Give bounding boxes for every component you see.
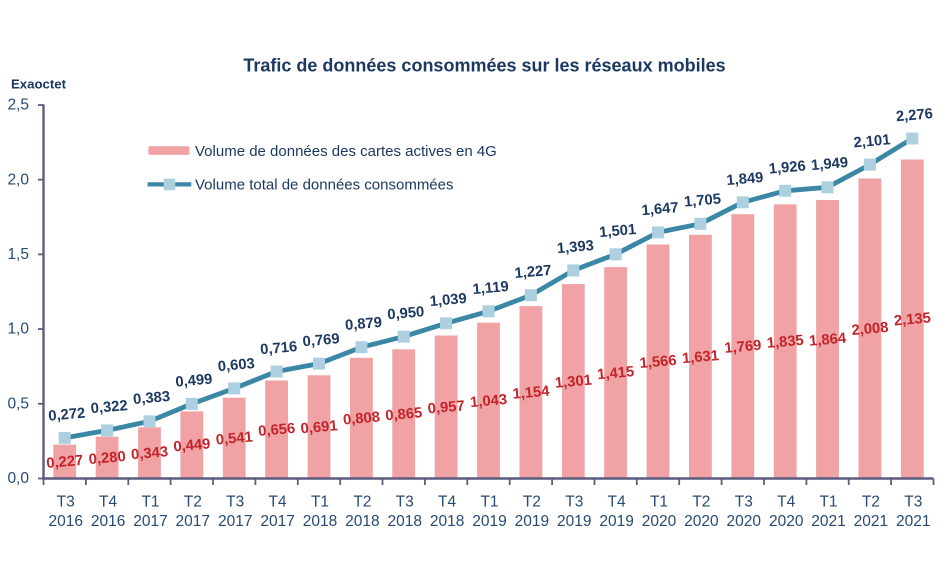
svg-text:2017: 2017: [218, 513, 252, 530]
svg-text:2019: 2019: [557, 513, 591, 530]
svg-text:1,043: 1,043: [470, 392, 508, 411]
svg-text:2016: 2016: [91, 513, 125, 530]
svg-text:2017: 2017: [176, 513, 210, 530]
svg-text:0,0: 0,0: [7, 470, 29, 487]
svg-text:T4: T4: [269, 494, 287, 511]
svg-text:1,154: 1,154: [512, 384, 551, 403]
svg-text:2018: 2018: [387, 513, 421, 530]
svg-text:2021: 2021: [896, 513, 930, 530]
svg-text:T4: T4: [608, 494, 626, 511]
svg-text:T3: T3: [396, 494, 414, 511]
svg-text:0,541: 0,541: [215, 429, 253, 448]
svg-text:T4: T4: [438, 494, 456, 511]
svg-text:2018: 2018: [303, 513, 337, 530]
svg-text:T1: T1: [819, 494, 837, 511]
svg-text:0,950: 0,950: [387, 304, 425, 323]
svg-text:0,716: 0,716: [260, 339, 298, 358]
svg-text:1,119: 1,119: [472, 279, 509, 298]
svg-text:Trafic de données consommées s: Trafic de données consommées sur les rés…: [243, 56, 725, 76]
svg-text:1,835: 1,835: [766, 333, 804, 352]
svg-text:1,0: 1,0: [7, 321, 29, 338]
svg-text:2020: 2020: [642, 513, 677, 530]
svg-text:0,227: 0,227: [46, 453, 84, 472]
svg-text:2016: 2016: [48, 513, 82, 530]
svg-text:Volume de données des cartes a: Volume de données des cartes actives en …: [195, 143, 497, 160]
svg-text:0,280: 0,280: [88, 449, 126, 468]
svg-text:2019: 2019: [599, 513, 633, 530]
svg-text:2,101: 2,101: [853, 132, 891, 151]
svg-text:2021: 2021: [854, 513, 888, 530]
svg-text:T2: T2: [184, 494, 202, 511]
svg-text:1,631: 1,631: [681, 348, 719, 367]
svg-text:1,926: 1,926: [768, 158, 806, 177]
svg-text:T3: T3: [226, 494, 244, 511]
svg-text:T1: T1: [311, 494, 329, 511]
svg-text:Exaoctet: Exaoctet: [11, 77, 67, 92]
svg-text:T2: T2: [862, 494, 880, 511]
svg-text:T4: T4: [777, 494, 795, 511]
svg-text:T1: T1: [141, 494, 159, 511]
svg-text:Volume total de données consom: Volume total de données consommées: [195, 177, 454, 194]
svg-text:0,769: 0,769: [302, 331, 340, 350]
svg-text:0,603: 0,603: [217, 356, 255, 375]
svg-text:0,865: 0,865: [385, 405, 423, 424]
svg-text:1,769: 1,769: [724, 338, 762, 357]
svg-text:2018: 2018: [345, 513, 379, 530]
svg-text:1,949: 1,949: [811, 155, 849, 174]
svg-text:T1: T1: [480, 494, 498, 511]
svg-text:T1: T1: [650, 494, 668, 511]
svg-text:T3: T3: [904, 494, 922, 511]
svg-text:T2: T2: [353, 494, 371, 511]
svg-text:0,5: 0,5: [7, 395, 29, 412]
svg-text:1,393: 1,393: [556, 238, 594, 257]
svg-text:2020: 2020: [727, 513, 762, 530]
svg-text:2,008: 2,008: [851, 320, 889, 339]
svg-text:T3: T3: [735, 494, 753, 511]
svg-text:1,039: 1,039: [429, 291, 467, 310]
svg-text:0,383: 0,383: [133, 389, 171, 408]
svg-text:T3: T3: [565, 494, 583, 511]
svg-text:2019: 2019: [472, 513, 506, 530]
svg-text:0,449: 0,449: [173, 436, 211, 455]
svg-text:2,276: 2,276: [895, 106, 933, 125]
svg-text:1,301: 1,301: [554, 373, 592, 392]
svg-text:2017: 2017: [133, 513, 167, 530]
svg-text:0,691: 0,691: [300, 418, 338, 437]
svg-text:1,647: 1,647: [641, 200, 679, 219]
svg-text:1,415: 1,415: [597, 364, 635, 383]
svg-text:2020: 2020: [769, 513, 804, 530]
svg-text:1,501: 1,501: [599, 222, 637, 241]
svg-text:0,343: 0,343: [131, 444, 169, 463]
svg-text:0,656: 0,656: [258, 421, 296, 440]
svg-text:0,879: 0,879: [344, 315, 382, 334]
svg-text:2,0: 2,0: [7, 171, 29, 188]
svg-text:2018: 2018: [430, 513, 464, 530]
svg-text:1,227: 1,227: [514, 263, 552, 282]
svg-text:T2: T2: [523, 494, 541, 511]
svg-text:T3: T3: [57, 494, 75, 511]
svg-text:T2: T2: [692, 494, 710, 511]
svg-text:2019: 2019: [515, 513, 549, 530]
svg-text:0,808: 0,808: [342, 409, 380, 428]
svg-text:2,135: 2,135: [893, 310, 931, 329]
svg-text:2020: 2020: [684, 513, 719, 530]
svg-text:0,957: 0,957: [427, 398, 465, 417]
svg-text:0,322: 0,322: [90, 398, 128, 417]
svg-text:2,5: 2,5: [7, 97, 29, 114]
svg-text:1,705: 1,705: [683, 191, 721, 210]
svg-text:1,849: 1,849: [726, 170, 764, 189]
svg-text:2021: 2021: [811, 513, 845, 530]
svg-text:1,864: 1,864: [809, 331, 848, 350]
svg-text:1,5: 1,5: [7, 246, 29, 263]
svg-text:0,499: 0,499: [175, 372, 213, 391]
svg-text:T4: T4: [99, 494, 117, 511]
svg-text:2017: 2017: [260, 513, 294, 530]
svg-text:0,272: 0,272: [48, 406, 86, 425]
svg-text:1,566: 1,566: [639, 353, 677, 372]
